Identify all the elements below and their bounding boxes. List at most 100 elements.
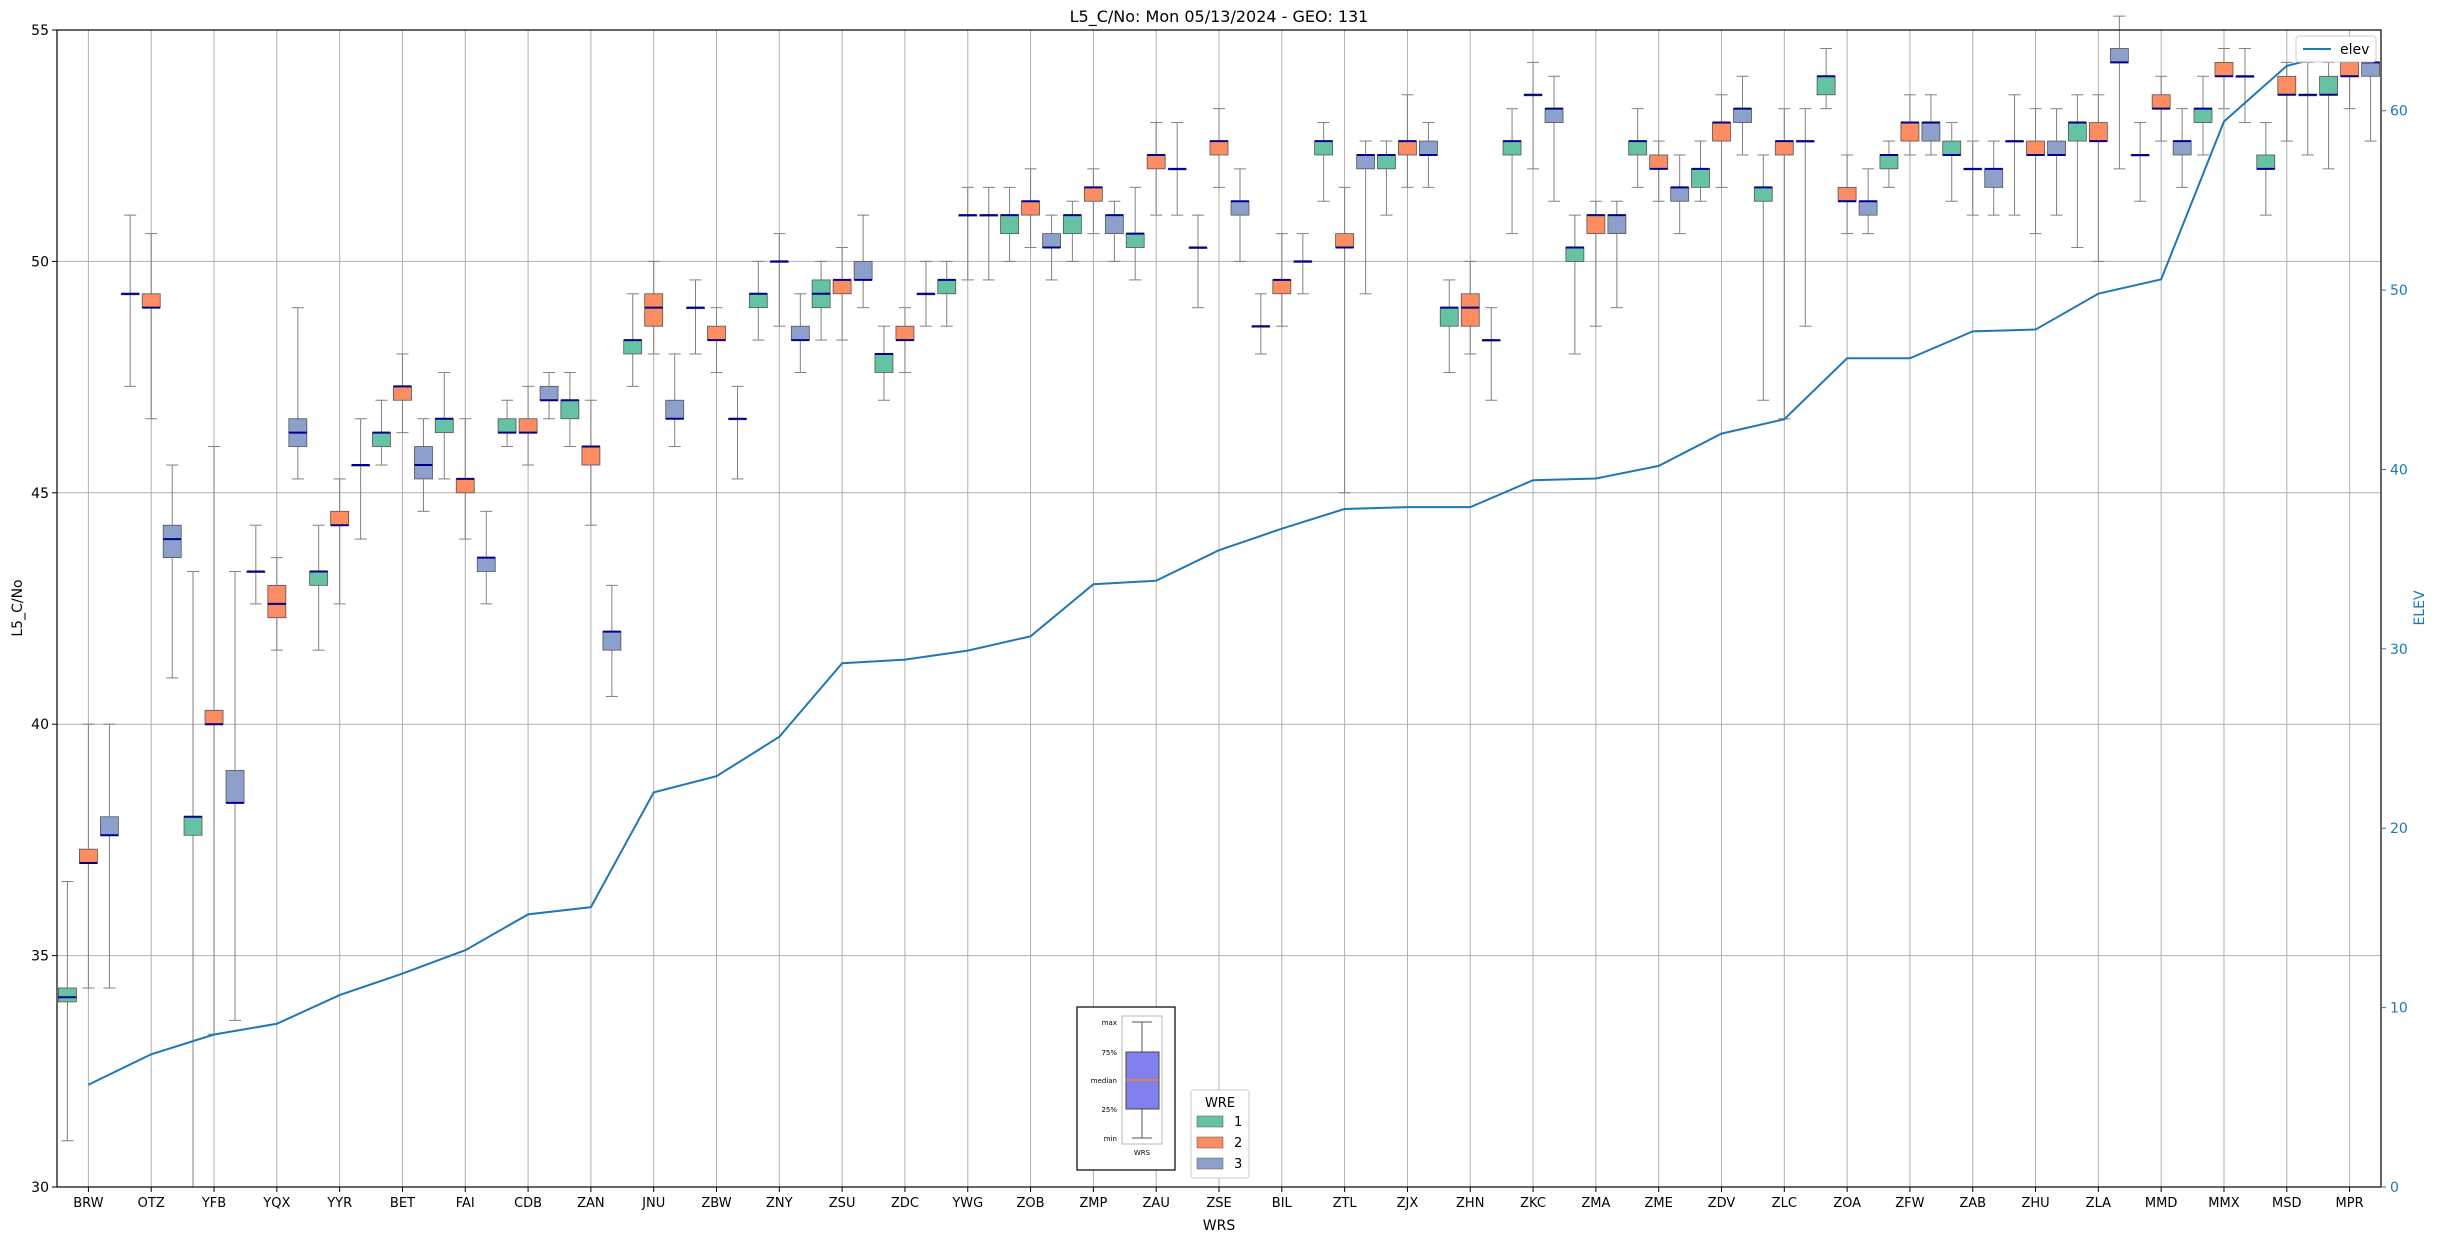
box-wre-2	[1900, 122, 1920, 142]
box-wre-3	[539, 385, 559, 401]
x-tick-label: ZME	[1645, 1196, 1673, 1211]
x-tick-label: BET	[390, 1196, 415, 1211]
box-wre-1	[937, 279, 957, 295]
box-wre-3	[1544, 108, 1564, 123]
x-tick-label: JNU	[641, 1196, 665, 1211]
box-wre-3	[1419, 140, 1438, 156]
box-key-inner-axes	[1121, 1015, 1163, 1145]
box-wre-2	[1398, 140, 1417, 156]
x-tick-label: YWG	[951, 1196, 983, 1211]
x-tick-label: BRW	[73, 1196, 103, 1211]
box-wre-1	[1439, 307, 1459, 327]
x-tick-label: ZBW	[701, 1196, 731, 1211]
box-wre-1	[309, 571, 329, 586]
y2-tick-label: 10	[2390, 1001, 2408, 1017]
box-wre-2	[141, 293, 161, 309]
x-tick-label: ZSE	[1206, 1196, 1231, 1211]
y2-axis-label: ELEV	[2412, 590, 2428, 625]
box-wre-1	[1691, 168, 1710, 188]
y-tick-label: 50	[31, 254, 49, 270]
box-wre-1	[1125, 233, 1145, 248]
box-wre-1	[1062, 214, 1082, 235]
axes: BRW OTZ YFB YQX YYR BET FAI CDB ZAN JNU ZBW ZNY ZSU Z…	[31, 23, 2408, 1211]
x-tick-label: CDB	[514, 1196, 542, 1211]
box-wre-2	[1837, 186, 1857, 202]
x-tick-label: MMX	[2208, 1196, 2239, 1211]
box-wre-1	[497, 418, 517, 434]
box-wre-1	[58, 987, 77, 1003]
box-wre-1	[2319, 75, 2338, 96]
x-tick-label: ZLA	[2086, 1196, 2111, 1211]
x-tick-label: ZNY	[766, 1196, 793, 1211]
box-wre-2	[330, 510, 350, 526]
box-key-label-max: max	[1102, 1019, 1117, 1027]
box-wre-3	[790, 325, 810, 341]
box-wre-2	[1021, 200, 1040, 216]
box-wre-1	[1942, 140, 1962, 156]
box-wre-2	[2026, 140, 2045, 156]
x-tick-label: BIL	[1272, 1196, 1293, 1211]
x-tick-label: ZAN	[577, 1196, 605, 1211]
wre-legend-label-3: 3	[1234, 1157, 1242, 1172]
y-tick-label: 55	[31, 23, 49, 39]
x-tick-label: MMD	[2145, 1196, 2177, 1211]
box-key-inset: max 75% median 25% min WRS	[1076, 1006, 1176, 1171]
box-wre-3	[414, 446, 433, 480]
x-tick-label: ZAU	[1143, 1196, 1170, 1211]
box-wre-1	[1879, 154, 1899, 170]
box-wre-2	[1272, 279, 1292, 295]
x-tick-label: YQX	[262, 1196, 290, 1211]
box-wre-2	[2214, 61, 2234, 77]
box-wre-3	[1921, 122, 1941, 142]
x-tick-label: FAI	[456, 1196, 475, 1211]
chart-title: L5_C/No: Mon 05/13/2024 - GEO: 131	[1070, 7, 1369, 27]
box-wre-2	[2088, 122, 2108, 142]
box-wre-1	[560, 399, 580, 420]
box-wre-3	[162, 524, 182, 558]
box-key-label-q1: 25%	[1101, 1106, 1117, 1114]
box-wre-1	[1314, 140, 1334, 156]
box-wre-3	[1607, 214, 1627, 235]
box-wre-1	[434, 418, 454, 434]
x-tick-label: YYR	[326, 1196, 352, 1211]
wre-legend-title: WRE	[1205, 1096, 1235, 1111]
x-tick-label: YFB	[201, 1196, 226, 1211]
box-wre-1	[1000, 214, 1019, 235]
x-tick-label: OTZ	[138, 1196, 165, 1211]
x-tick-label: ZDV	[1708, 1196, 1736, 1211]
wre-legend-label-2: 2	[1234, 1136, 1242, 1151]
box-wre-3	[1733, 108, 1752, 123]
x-tick-label: ZLC	[1772, 1196, 1797, 1211]
x-tick-label: ZJX	[1397, 1196, 1419, 1211]
wre-legend-label-1: 1	[1234, 1115, 1242, 1130]
box-wre-1	[183, 816, 203, 836]
box-wre-3	[602, 631, 622, 651]
box-wre-2	[707, 325, 726, 341]
box-wre-3	[476, 557, 496, 572]
box-wre-1	[2193, 108, 2213, 123]
box-wre-3	[1670, 186, 1690, 202]
box-wre-2	[895, 325, 915, 341]
elev-legend-label: elev	[2340, 42, 2369, 58]
wre-legend-swatch-3	[1196, 1157, 1224, 1170]
box-wre-2	[393, 385, 412, 401]
x-tick-label: ZSU	[829, 1196, 856, 1211]
y2-tick-label: 0	[2390, 1180, 2399, 1196]
box-wre-2	[1335, 233, 1355, 248]
y-axis-label: L5_C/No	[10, 579, 26, 636]
x-tick-label: ZMP	[1079, 1196, 1107, 1211]
wre-legend: WRE 1 2 3	[1190, 1089, 1250, 1179]
box-wre-3	[665, 399, 685, 420]
box-wre-2	[1774, 140, 1794, 156]
x-tick-label: ZHU	[2021, 1196, 2049, 1211]
wre-legend-swatch-1	[1196, 1115, 1224, 1128]
box-wre-1	[748, 293, 768, 309]
y-tick-label: 40	[31, 717, 49, 733]
elev-legend-frame	[2295, 35, 2377, 63]
box-wre-3	[1858, 200, 1878, 216]
box-key-label-median: median	[1091, 1077, 1117, 1085]
x-tick-label: ZFW	[1895, 1196, 1924, 1211]
x-axis-label: WRS	[1203, 1218, 1236, 1234]
x-tick-label: ZKC	[1520, 1196, 1546, 1211]
x-tick-label: MPR	[2336, 1196, 2364, 1211]
